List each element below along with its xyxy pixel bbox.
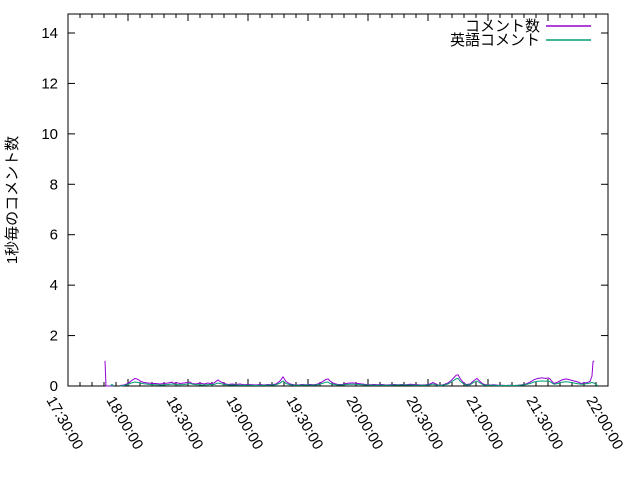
y-axis-title: 1秒毎のコメント数 <box>4 136 21 264</box>
y-tick-label: 0 <box>50 378 58 395</box>
y-tick-label: 8 <box>50 176 58 193</box>
y-tick-label: 6 <box>50 227 58 244</box>
series-line-英語コメント <box>119 377 599 387</box>
x-tick-label: 19:00:00 <box>223 394 267 453</box>
x-tick-label: 18:30:00 <box>163 394 207 453</box>
plot-border <box>67 13 609 387</box>
x-tick-label: 20:30:00 <box>403 394 447 453</box>
x-tick-label: 21:00:00 <box>463 394 507 453</box>
data-series <box>104 360 599 387</box>
x-tick-label: 18:00:00 <box>103 394 147 453</box>
axis-ticks: 17:30:00 18:00:00 18:30:00 19:00:00 19:30:00… <box>41 14 626 453</box>
series-line-コメント数 <box>119 360 595 387</box>
y-tick-label: 4 <box>50 277 58 294</box>
x-tick-label: 21:30:00 <box>523 394 567 453</box>
legend-label-english-comments: 英語コメント <box>450 31 540 49</box>
x-tick-label: 22:00:00 <box>583 394 627 453</box>
series-line-英語コメント <box>109 383 115 387</box>
y-tick-label: 2 <box>50 328 58 345</box>
legend-label-comments: コメント数 <box>465 18 540 35</box>
x-tick-label: 20:00:00 <box>343 394 387 453</box>
legend: コメント数 英語コメント <box>450 18 591 49</box>
x-tick-label: 17:30:00 <box>43 394 87 453</box>
x-tick-label: 19:30:00 <box>283 394 327 453</box>
y-tick-label: 14 <box>41 25 58 42</box>
y-tick-label: 10 <box>41 126 58 143</box>
series-line-コメント数 <box>104 360 113 387</box>
y-tick-label: 12 <box>41 75 58 92</box>
